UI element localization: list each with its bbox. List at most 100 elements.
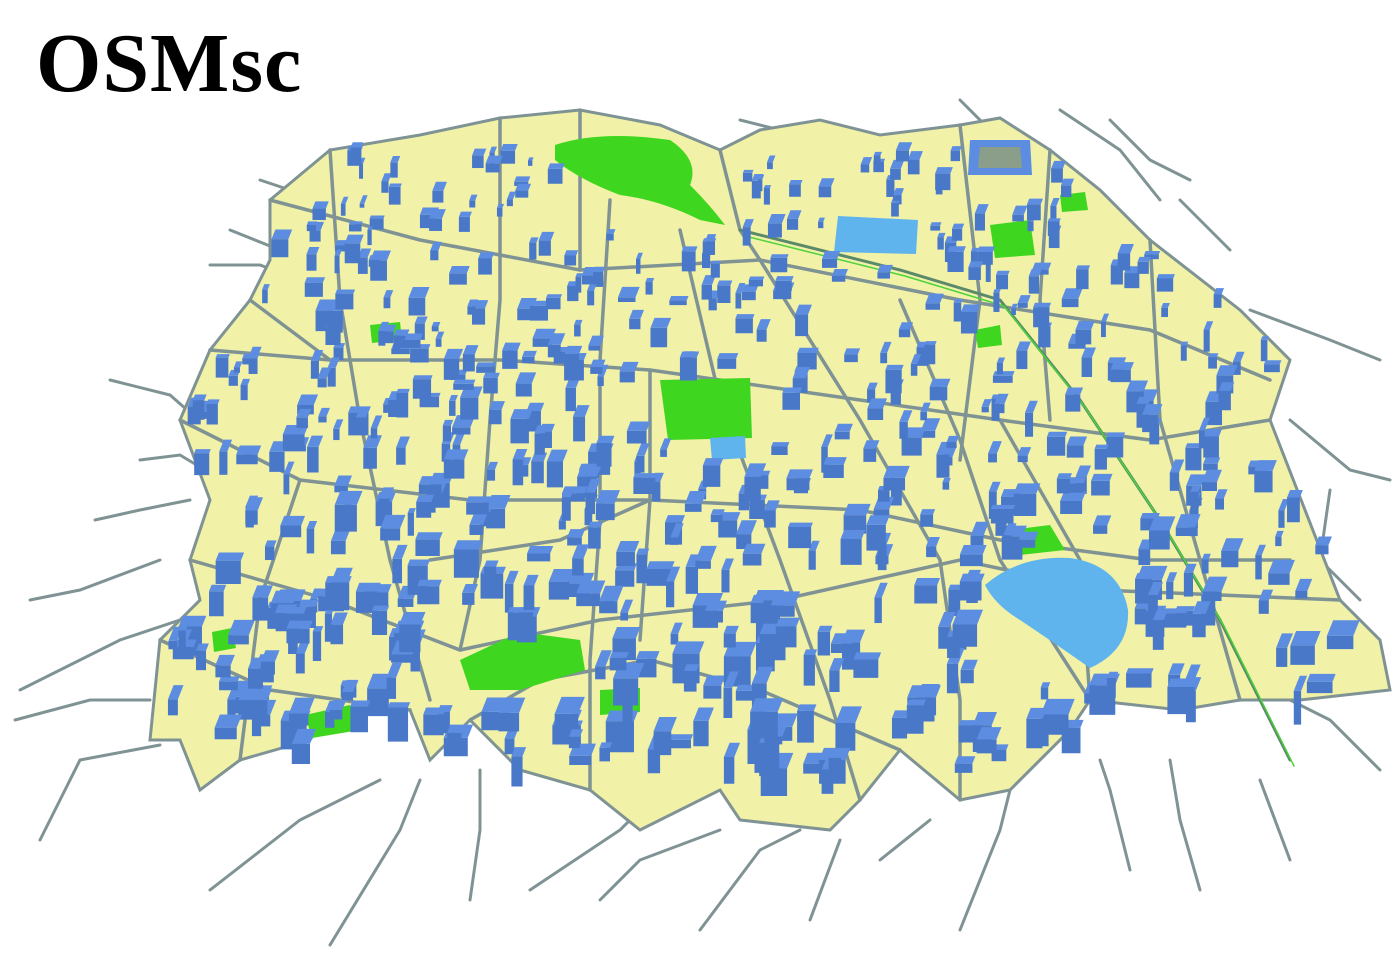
building-side — [306, 224, 317, 232]
building — [334, 490, 363, 532]
building-side — [759, 742, 780, 777]
building — [387, 702, 411, 742]
building-roof — [636, 443, 650, 456]
building-side — [1011, 308, 1016, 315]
building — [1046, 431, 1068, 456]
building-side — [1017, 455, 1028, 463]
building — [895, 142, 913, 162]
building-roof — [260, 650, 280, 662]
building-side — [447, 732, 462, 741]
building-side — [702, 241, 716, 255]
building-roof — [514, 176, 531, 182]
building-roof — [588, 521, 603, 528]
building-roof — [447, 725, 465, 733]
building — [318, 407, 330, 423]
building — [684, 491, 707, 512]
building-side — [1066, 445, 1084, 458]
building-roof — [1203, 576, 1228, 592]
building-side — [1276, 647, 1288, 667]
building-side — [1107, 677, 1116, 698]
building-roof — [1051, 160, 1066, 169]
building-side — [808, 550, 816, 570]
building — [286, 620, 313, 644]
building-roof — [575, 273, 583, 278]
building-side — [750, 711, 778, 739]
building — [1287, 489, 1303, 523]
building-side — [325, 582, 350, 611]
building-roof — [947, 246, 966, 252]
building-roof — [408, 287, 430, 298]
building-side — [485, 163, 500, 173]
building-side — [529, 242, 537, 260]
building-side — [215, 665, 231, 678]
building-side — [567, 537, 582, 546]
building-roof — [404, 333, 424, 340]
building-roof — [666, 566, 681, 582]
building-roof — [478, 252, 495, 259]
building — [1093, 515, 1112, 534]
building-roof — [192, 394, 207, 401]
building-roof — [388, 183, 402, 187]
building — [1275, 530, 1284, 547]
building — [357, 248, 372, 274]
building-roof — [236, 445, 262, 455]
building-side — [920, 411, 927, 421]
building — [561, 487, 575, 521]
building-side — [679, 357, 697, 381]
building-side — [306, 528, 315, 554]
building-side — [523, 585, 535, 611]
building-side — [1056, 478, 1070, 494]
building-side — [735, 293, 742, 309]
building-side — [880, 352, 888, 364]
building-side — [959, 581, 982, 601]
building-side — [704, 610, 723, 623]
building-side — [947, 251, 964, 273]
building-side — [511, 756, 523, 787]
building-side — [453, 383, 474, 390]
building — [209, 584, 227, 617]
building-side — [349, 224, 362, 232]
building-roof — [960, 304, 981, 313]
building-roof — [1056, 473, 1072, 479]
building-roof — [506, 191, 517, 200]
building-side — [1017, 302, 1028, 308]
building-side — [1033, 307, 1050, 328]
building — [954, 756, 976, 773]
building-roof — [380, 514, 406, 529]
building-roof — [1255, 544, 1266, 556]
building-side — [381, 181, 389, 193]
building-side — [946, 441, 957, 449]
building-side — [215, 560, 241, 584]
building-roof — [512, 449, 528, 460]
building-roof — [885, 364, 904, 370]
building-roof — [792, 366, 811, 379]
building-side — [546, 461, 563, 488]
building-roof — [538, 231, 555, 241]
building-side — [742, 553, 762, 566]
building — [483, 372, 500, 394]
building-roof — [489, 401, 505, 410]
building-side — [886, 179, 895, 197]
building-side — [647, 749, 661, 774]
building-roof — [828, 752, 844, 758]
building-side — [350, 147, 362, 163]
building-side — [1203, 329, 1210, 352]
building-side — [960, 312, 978, 334]
building — [770, 591, 801, 617]
building — [1013, 483, 1041, 517]
building — [349, 221, 363, 232]
building-side — [242, 358, 258, 365]
building-roof — [527, 546, 554, 554]
building-roof — [976, 727, 1002, 740]
building-side — [1018, 539, 1036, 548]
building-side — [660, 449, 667, 457]
building-roof — [669, 295, 689, 301]
building-roof — [1185, 664, 1201, 680]
building-roof — [271, 229, 293, 240]
building — [280, 515, 306, 538]
building-roof — [629, 309, 645, 319]
building-roof — [952, 223, 965, 229]
building-side — [269, 451, 285, 472]
building — [947, 246, 966, 273]
building-side — [843, 515, 867, 534]
